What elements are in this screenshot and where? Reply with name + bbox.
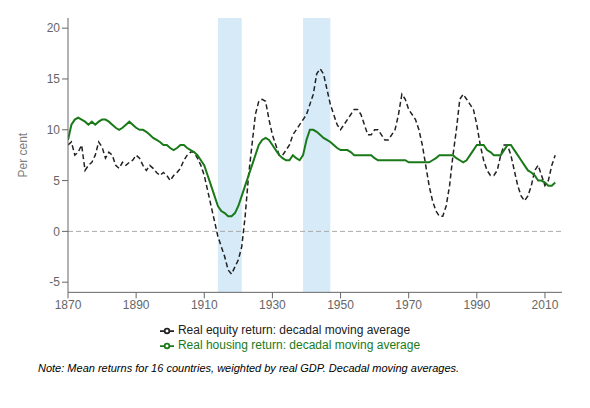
svg-text:1990: 1990 [463, 298, 490, 312]
svg-text:1970: 1970 [395, 298, 422, 312]
html-text:Note: Mean returns for 16 coun: Note: Mean returns for 16 countries, wei… [38, 362, 460, 374]
svg-text:1930: 1930 [259, 298, 286, 312]
svg-text:1950: 1950 [327, 298, 354, 312]
html-text:Real equity return: decadal mo: Real equity return: decadal moving avera… [177, 323, 411, 338]
svg-text:10: 10 [47, 123, 61, 137]
svg-text:20: 20 [47, 21, 61, 35]
svg-text:Per cent: Per cent [16, 132, 30, 177]
svg-text:2010: 2010 [532, 298, 559, 312]
svg-text:5: 5 [53, 174, 60, 188]
svg-text:0: 0 [53, 225, 60, 239]
svg-text:-5: -5 [49, 275, 60, 289]
svg-text:15: 15 [47, 72, 61, 86]
html-text:Real housing return: decadal m: Real housing return: decadal moving aver… [177, 338, 421, 353]
svg-text:1890: 1890 [123, 298, 150, 312]
svg-text:1910: 1910 [191, 298, 218, 312]
svg-text:1870: 1870 [55, 298, 82, 312]
